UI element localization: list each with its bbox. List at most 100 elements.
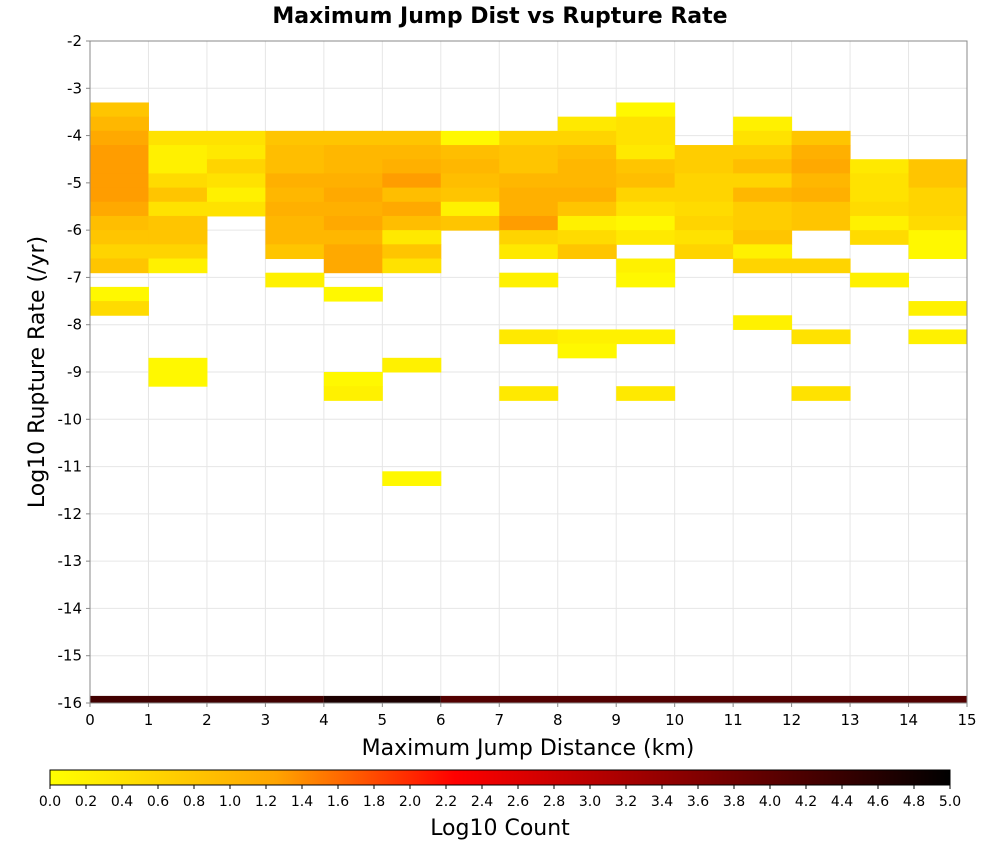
colorbar-tick-label: 4.8 — [903, 794, 925, 810]
y-tick-label: -6 — [67, 221, 82, 239]
heatmap-cell — [908, 329, 968, 345]
heatmap-cell — [850, 230, 910, 245]
heatmap-cell — [323, 145, 383, 160]
heatmap-cell — [557, 343, 617, 359]
heatmap-cell — [90, 187, 149, 203]
heatmap-cell — [908, 301, 968, 316]
x-tick-label: 6 — [436, 711, 446, 729]
colorbar-tick-label: 3.2 — [615, 794, 637, 810]
heatmap-cell — [733, 173, 793, 189]
colorbar-tick-label: 4.4 — [831, 794, 853, 810]
heatmap-cells — [90, 102, 968, 486]
colorbar-tick-label: 0.0 — [39, 794, 61, 810]
y-tick-label: -9 — [67, 363, 82, 381]
heatmap-cell — [206, 187, 266, 203]
heatmap-cell — [850, 173, 910, 189]
heatmap-cell — [557, 187, 617, 203]
y-tick-label: -8 — [67, 316, 82, 334]
heatmap-cell — [616, 173, 676, 189]
colorbar-tick-label: 1.4 — [291, 794, 313, 810]
x-tick-label: 9 — [611, 711, 621, 729]
y-tick-label: -14 — [58, 599, 83, 617]
colorbar-tick-label: 2.8 — [543, 794, 565, 810]
heatmap-cell — [908, 187, 968, 203]
heatmap-cell — [206, 159, 266, 174]
heatmap-cell — [908, 201, 968, 217]
heatmap-cell — [908, 173, 968, 189]
heatmap-cell — [206, 130, 266, 146]
colorbar-tick-label: 4.2 — [795, 794, 817, 810]
heatmap-cell — [733, 230, 793, 245]
heatmap-cell — [148, 258, 208, 274]
heatmap-cell — [674, 215, 734, 231]
heatmap-cell — [908, 230, 968, 245]
heatmap-cell — [148, 187, 208, 203]
heatmap-cell — [791, 187, 851, 203]
x-axis-ticks: 0 1 2 3 4 5 6 7 8 9 10 11 12 13 14 15 — [85, 703, 977, 729]
heatmap-cell — [674, 201, 734, 217]
heatmap-cell — [791, 329, 851, 345]
colorbar-ticks: 0.0 0.2 0.4 0.6 0.8 1.0 1.2 1.4 1.6 1.8 2.0 2.2 2.4 2… — [39, 785, 961, 810]
heatmap-cell — [850, 187, 910, 203]
heatmap-cell — [733, 116, 793, 132]
heatmap-cell — [440, 215, 500, 231]
heatmap-cell — [382, 159, 442, 174]
x-tick-label: 0 — [85, 711, 95, 729]
heatmap-cell — [440, 159, 500, 174]
colorbar-tick-label: 3.4 — [651, 794, 673, 810]
heatmap-cell — [440, 173, 500, 189]
chart-title: Maximum Jump Dist vs Rupture Rate — [272, 4, 727, 29]
heatmap-cell — [499, 173, 559, 189]
heatmap-cell — [616, 116, 676, 132]
heatmap-cell — [499, 386, 559, 401]
x-axis-label: Maximum Jump Distance (km) — [362, 736, 695, 761]
heatmap-cell — [323, 286, 383, 302]
heatmap-cell — [323, 244, 383, 260]
x-tick-label: 11 — [724, 711, 743, 729]
y-tick-label: -7 — [67, 268, 82, 286]
heatmap-cell — [90, 145, 149, 160]
y-tick-label: -10 — [58, 410, 83, 428]
bottom-strip-segment — [323, 695, 441, 703]
heatmap-cell — [557, 201, 617, 217]
y-axis-label: Log10 Rupture Rate (/yr) — [25, 236, 50, 508]
heatmap-cell — [616, 102, 676, 118]
heatmap-cell — [148, 357, 208, 373]
heatmap-cell — [557, 329, 617, 345]
heatmap-cell — [440, 145, 500, 160]
heatmap-cell — [382, 215, 442, 231]
heatmap-cell — [499, 201, 559, 217]
heatmap-cell — [382, 258, 442, 274]
heatmap-cell — [850, 272, 910, 288]
heatmap-cell — [90, 286, 149, 302]
colorbar-tick-label: 2.0 — [399, 794, 421, 810]
colorbar-tick-label: 1.2 — [255, 794, 277, 810]
heatmap-cell — [557, 244, 617, 260]
heatmap-cell — [791, 258, 851, 274]
heatmap-cell — [616, 130, 676, 146]
heatmap-cell — [674, 145, 734, 160]
heatmap-cell — [382, 173, 442, 189]
heatmap-cell — [733, 159, 793, 174]
heatmap-cell — [323, 130, 383, 146]
x-tick-label: 13 — [841, 711, 860, 729]
colorbar-label: Log10 Count — [430, 816, 570, 841]
y-tick-label: -4 — [67, 127, 82, 145]
heatmap-cell — [323, 258, 383, 274]
heatmap-cell — [499, 329, 559, 345]
heatmap-cell — [382, 130, 442, 146]
heatmap-cell — [791, 145, 851, 160]
heatmap-cell — [733, 244, 793, 260]
heatmap-cell — [265, 187, 325, 203]
heatmap-cell — [499, 230, 559, 245]
colorbar-tick-label: 1.0 — [219, 794, 241, 810]
x-tick-label: 15 — [957, 711, 976, 729]
heatmap-cell — [616, 145, 676, 160]
heatmap-cell — [908, 159, 968, 174]
colorbar-tick-label: 3.6 — [687, 794, 709, 810]
x-tick-label: 8 — [553, 711, 563, 729]
heatmap-cell — [733, 130, 793, 146]
heatmap-cell — [265, 215, 325, 231]
colorbar-tick-label: 2.6 — [507, 794, 529, 810]
heatmap-cell — [323, 386, 383, 401]
